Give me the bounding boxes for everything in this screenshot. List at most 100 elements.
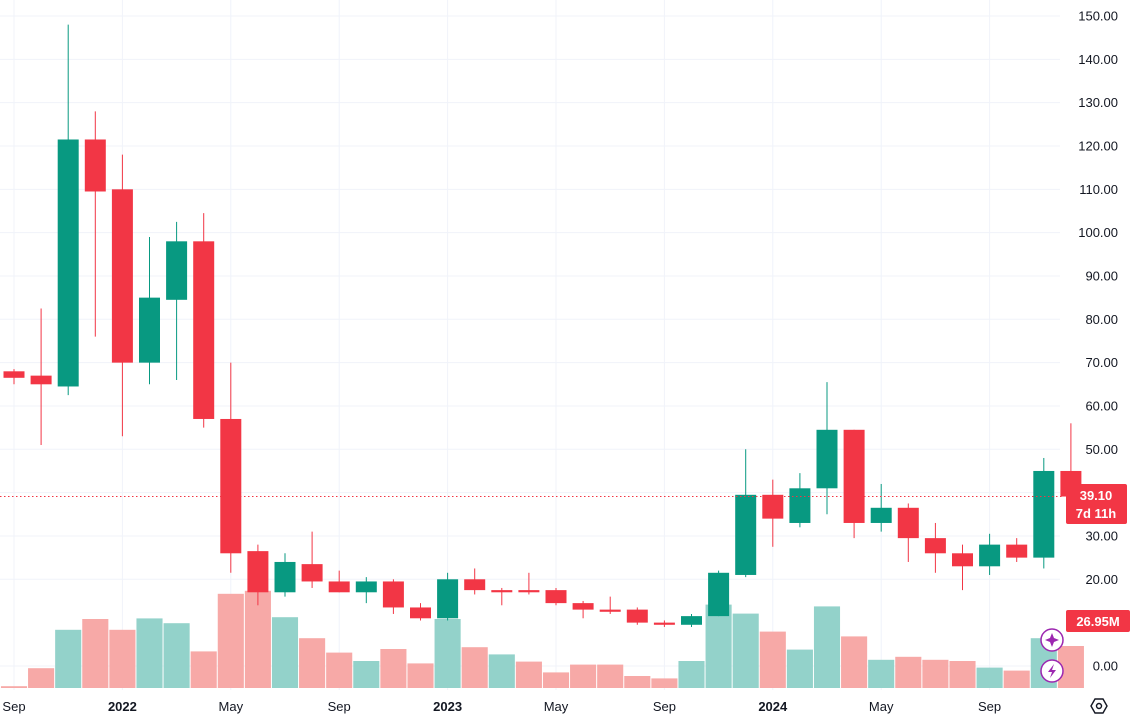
volume-bar: [841, 636, 868, 688]
price-tick-label: 120.00: [1078, 138, 1118, 153]
volume-bar: [271, 617, 299, 688]
candle-body: [437, 579, 459, 619]
price-tick-label: 150.00: [1078, 9, 1118, 24]
candle-body: [220, 418, 242, 554]
time-axis[interactable]: Sep 2022 May Sep 2023 May Sep 2024 May Sep: [2, 699, 1001, 714]
candle-body: [924, 538, 946, 554]
last-price-value: 39.10: [1080, 488, 1113, 503]
candle: [1033, 457, 1055, 569]
volume-badge: 26.95M: [1066, 610, 1130, 632]
candle: [247, 544, 269, 606]
time-tick-label: 2023: [433, 699, 462, 714]
volume-bar: [868, 659, 895, 688]
volume-bar: [488, 654, 515, 688]
candle: [897, 503, 919, 562]
volume-bar: [353, 661, 380, 688]
grid-lines: [0, 0, 1060, 690]
time-tick-label: May: [544, 699, 569, 714]
volume-bar: [244, 590, 271, 688]
candle: [599, 596, 621, 614]
candle: [518, 572, 540, 595]
candles: [3, 24, 1082, 627]
candle: [924, 522, 946, 573]
candle: [952, 544, 973, 591]
volume-bar: [813, 606, 841, 688]
volume-bar: [190, 651, 217, 688]
sparkle-icon[interactable]: [1040, 628, 1064, 652]
candle-body: [762, 494, 784, 519]
candle: [220, 362, 242, 573]
candle-body: [708, 572, 730, 617]
candle: [111, 154, 133, 437]
candle: [491, 587, 513, 606]
time-tick-label: 2024: [758, 699, 788, 714]
candle: [328, 570, 350, 593]
volume-bar: [1003, 670, 1030, 688]
price-tick-label: 140.00: [1078, 52, 1118, 67]
candle: [274, 553, 296, 597]
volume-bar: [678, 661, 705, 688]
candle-body: [166, 241, 188, 300]
time-tick-label: Sep: [2, 699, 25, 714]
candle-body: [410, 607, 431, 619]
candle: [382, 579, 404, 614]
candle-body: [572, 603, 594, 610]
volume-bar: [326, 652, 353, 688]
candle: [84, 111, 106, 337]
candle-body: [247, 551, 269, 593]
candle-body: [1006, 544, 1028, 558]
candle-body: [464, 579, 486, 591]
candle: [545, 587, 567, 606]
candle-body: [653, 622, 675, 625]
volume-value: 26.95M: [1076, 614, 1119, 629]
volume-bar: [542, 672, 570, 688]
candle: [166, 221, 188, 380]
price-axis[interactable]: 0.0020.0030.0040.0050.0060.0070.0080.009…: [1078, 9, 1118, 674]
time-tick-label: May: [869, 699, 894, 714]
volume-bar: [299, 638, 326, 688]
volume-bar: [786, 649, 813, 688]
candle-body: [681, 616, 702, 625]
volume-bar: [380, 649, 407, 688]
candle: [355, 577, 377, 604]
lightning-icon[interactable]: [1040, 659, 1064, 683]
volume-bar: [949, 661, 976, 688]
candle-body: [789, 488, 811, 523]
price-tick-label: 20.00: [1085, 572, 1118, 587]
candle-body: [626, 609, 648, 623]
candle: [30, 308, 52, 445]
candle-body: [382, 581, 404, 608]
candle: [653, 620, 675, 627]
candle: [870, 483, 892, 532]
candle: [464, 568, 486, 595]
candle-body: [491, 590, 513, 593]
candle: [139, 236, 160, 385]
candle-body: [139, 297, 160, 363]
price-tick-label: 50.00: [1085, 442, 1118, 457]
price-tick-label: 80.00: [1085, 312, 1118, 327]
time-tick-label: Sep: [978, 699, 1001, 714]
candle-body: [599, 609, 621, 612]
candle-body: [301, 564, 323, 582]
volume-bar: [651, 678, 678, 688]
volume-bar: [515, 661, 542, 688]
volume-bar: [570, 664, 597, 688]
volume-bar: [407, 663, 434, 688]
price-tick-label: 110.00: [1079, 182, 1118, 197]
candle-body: [355, 581, 377, 593]
candle-body: [84, 139, 106, 192]
settings-icon[interactable]: [1090, 698, 1108, 714]
candle: [57, 24, 79, 396]
candle-body: [3, 371, 25, 378]
candle-body: [897, 507, 919, 539]
volume-bar: [0, 686, 28, 688]
volume-bar: [109, 629, 136, 688]
candle-body: [545, 590, 567, 604]
volume-bar: [217, 593, 244, 688]
candle: [437, 572, 459, 621]
candle: [301, 531, 323, 588]
candle-body: [193, 241, 215, 419]
price-tick-label: 30.00: [1085, 528, 1118, 543]
volume-bar: [895, 656, 922, 688]
